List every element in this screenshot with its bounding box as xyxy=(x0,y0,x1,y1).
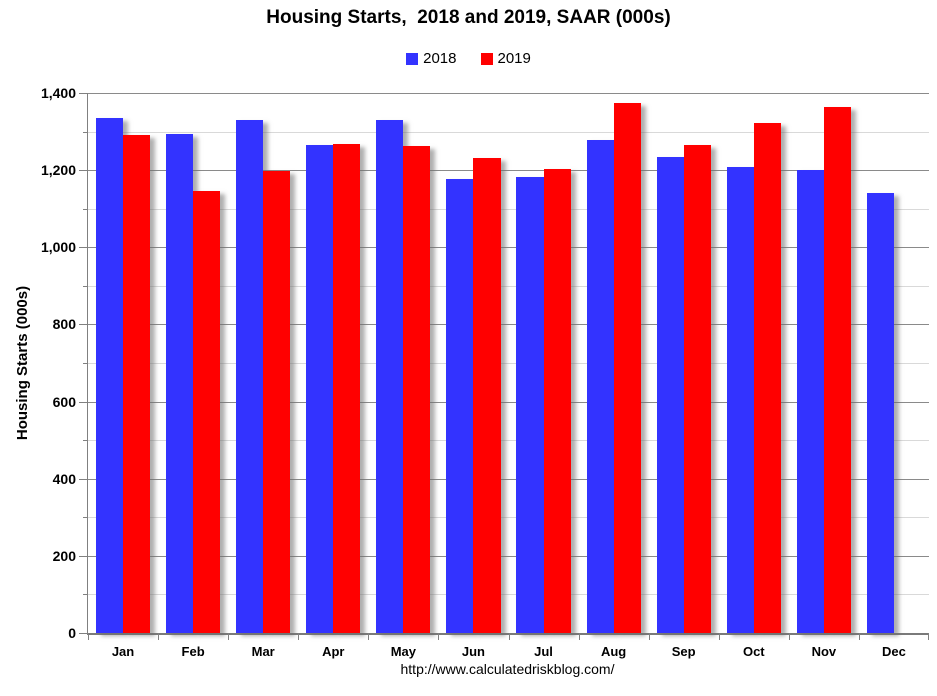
gridline-major-800 xyxy=(88,324,929,326)
y-axis-tick-1100 xyxy=(83,208,87,210)
x-axis-label-apr: Apr xyxy=(322,644,345,659)
plot-area: Jan Feb Mar Apr May Jun Jul Aug Sep Oct Nov Dec xyxy=(87,93,929,659)
x-axis-label-jan: Jan xyxy=(111,644,135,659)
y-axis-tick-700 xyxy=(83,363,87,364)
y-axis-tick-600 xyxy=(79,401,87,403)
bar-2018-jan xyxy=(95,118,124,633)
bar-2019-apr xyxy=(333,143,361,633)
bar-2018-sep xyxy=(656,156,684,633)
x-axis-tick-9 xyxy=(718,633,720,640)
bar-2019-jan xyxy=(123,135,151,633)
y-axis-tick-1300 xyxy=(83,131,87,133)
legend-label-2018: 2018 xyxy=(423,50,457,67)
x-axis-tick-8 xyxy=(648,633,650,640)
bar-2019-may xyxy=(403,145,431,633)
x-axis-label-aug: Aug xyxy=(600,644,627,659)
gridline-major-600 xyxy=(88,401,929,403)
bar-2018-aug xyxy=(586,140,614,633)
x-axis-label-feb: Feb xyxy=(181,644,205,659)
gridline-major-400 xyxy=(88,478,929,480)
x-axis-label-nov: Nov xyxy=(811,644,837,659)
x-axis-tick-0 xyxy=(88,633,89,640)
y-axis-label-200: 200 xyxy=(52,547,76,564)
bar-2019-jun xyxy=(473,157,501,633)
y-axis-tick-1400 xyxy=(79,93,87,94)
gridline-minor-700 xyxy=(88,363,929,364)
y-axis-tick-500 xyxy=(83,440,87,442)
bar-2018-apr xyxy=(306,145,334,633)
bar-2018-jul xyxy=(516,176,544,633)
bar-2019-sep xyxy=(683,145,711,633)
legend-label-2019: 2019 xyxy=(497,50,531,67)
x-axis-label-sep: Sep xyxy=(671,644,696,659)
bar-2019-mar xyxy=(263,170,291,633)
y-axis-tick-300 xyxy=(83,517,87,519)
gridline-major-1000 xyxy=(88,247,929,249)
bar-2019-jul xyxy=(543,169,571,633)
gridline-minor-300 xyxy=(88,517,929,519)
x-axis-label-oct: Oct xyxy=(742,644,765,659)
x-axis-tick-3 xyxy=(298,633,300,640)
bar-2018-feb xyxy=(166,134,194,633)
bar-2018-jun xyxy=(446,179,474,633)
x-axis-tick-7 xyxy=(578,633,580,640)
legend: 2018 2019 xyxy=(0,50,937,67)
bar-2019-oct xyxy=(753,122,781,633)
gridline-minor-100 xyxy=(88,594,929,596)
x-axis-tick-10 xyxy=(788,633,790,640)
y-axis-tick-1200 xyxy=(79,170,87,172)
y-axis-label-1200: 1,200 xyxy=(40,162,76,179)
footer-url: http://www.calculatedriskblog.com/ xyxy=(400,661,615,677)
gridline-major-200 xyxy=(88,555,929,557)
x-axis-label-may: May xyxy=(390,644,417,659)
bar-2018-oct xyxy=(726,166,754,633)
y-axis-label-600: 600 xyxy=(52,393,76,410)
y-axis-label-1400: 1,400 xyxy=(40,85,76,101)
legend-item-2018: 2018 xyxy=(406,50,457,67)
legend-item-2019: 2019 xyxy=(480,50,531,67)
y-axis-label-400: 400 xyxy=(52,470,76,487)
y-axis-tick-0 xyxy=(79,633,87,634)
bar-2018-dec xyxy=(866,192,894,633)
bar-2018-mar xyxy=(236,120,264,633)
gridline-major-1400 xyxy=(88,93,929,94)
bar-2019-aug xyxy=(613,103,641,633)
x-axis-label-dec: Dec xyxy=(882,644,906,659)
legend-swatch-2018 xyxy=(406,52,419,65)
bar-2018-nov xyxy=(796,169,824,633)
x-axis-tick-6 xyxy=(508,633,510,640)
bar-2018-may xyxy=(376,119,404,633)
legend-swatch-2019 xyxy=(480,52,493,65)
x-axis-tick-5 xyxy=(438,633,440,640)
bar-2019-nov xyxy=(823,106,851,633)
y-axis-tick-200 xyxy=(79,555,87,557)
x-axis-tick-1 xyxy=(158,633,160,640)
x-axis-label-jul: Jul xyxy=(534,644,553,659)
y-axis-tick-400 xyxy=(79,478,87,480)
gridline-minor-1300 xyxy=(88,131,929,133)
x-axis-tick-11 xyxy=(858,633,860,640)
y-axis-label-0: 0 xyxy=(68,625,76,641)
gridline-minor-1100 xyxy=(88,208,929,210)
y-axis-tick-100 xyxy=(83,594,87,596)
gridline-minor-900 xyxy=(88,285,929,287)
x-axis-tick-4 xyxy=(368,633,370,640)
chart-title: Housing Starts, 2018 and 2019, SAAR (000… xyxy=(266,7,671,28)
y-axis-label-1000: 1,000 xyxy=(40,239,76,256)
x-axis-tick-12 xyxy=(928,633,929,640)
x-axis-tick-2 xyxy=(228,633,230,640)
y-axis-tick-1000 xyxy=(79,247,87,249)
x-axis-label-jun: Jun xyxy=(461,644,485,659)
y-axis-tick-900 xyxy=(83,285,87,287)
bar-2019-feb xyxy=(193,190,221,633)
gridline-minor-500 xyxy=(88,440,929,442)
gridline-major-1200 xyxy=(88,170,929,172)
x-axis-label-mar: Mar xyxy=(251,644,275,659)
y-axis-label-800: 800 xyxy=(52,316,76,333)
y-axis-tick-800 xyxy=(79,324,87,326)
